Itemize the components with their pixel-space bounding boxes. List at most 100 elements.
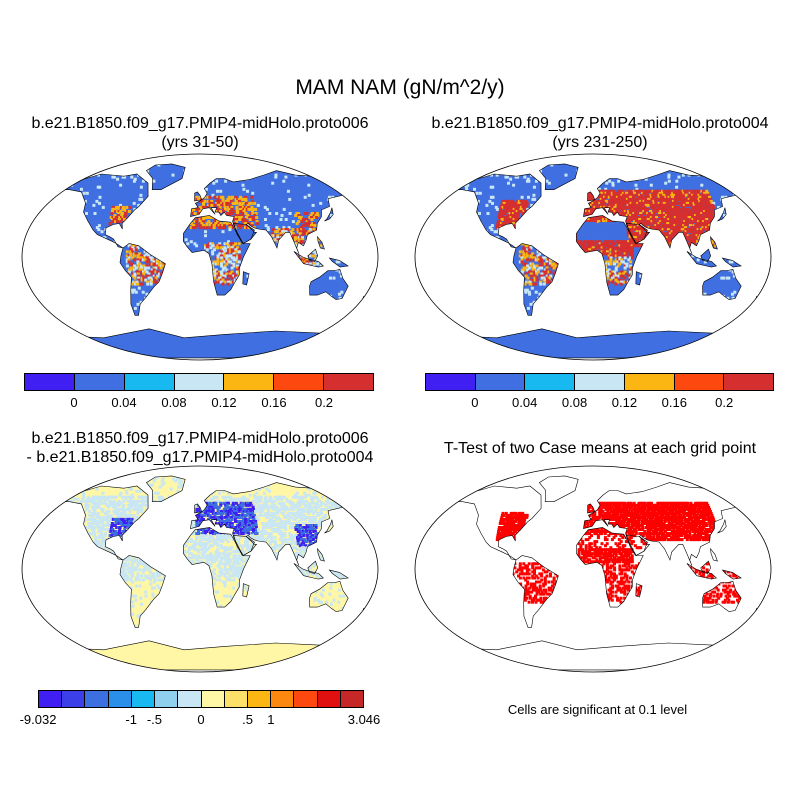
colorbar-difference-swatch: [131, 691, 156, 707]
map-bottom-left-coastline-southAmerica: [119, 555, 166, 628]
colorbar-difference-swatch: [317, 691, 341, 707]
colorbar-top-left-swatch: [174, 374, 225, 390]
map-bottom-left-coastline-eurasia: [190, 482, 356, 566]
map-bottom-right-border: [414, 465, 772, 673]
map-bottom-right-land-philippines: [710, 548, 718, 562]
colorbar-top-left-swatch: [25, 374, 75, 390]
map-bottom-left-border: [21, 465, 379, 673]
colorbar-difference-swatch: [62, 691, 86, 707]
map-bottom-left: [21, 465, 379, 673]
colorbar-top-right-swatch: [575, 374, 625, 390]
colorbar-difference-tick-label: -.5: [146, 712, 163, 727]
map-bottom-left-coastline-australia: [309, 580, 349, 612]
map-top-right-coastline-australia: [702, 268, 742, 300]
map-top-right-land-northAmerica: [449, 174, 542, 248]
map-bottom-left-coastline-arabia_fix: [233, 535, 255, 556]
map-bottom-right-coastline-madagascar: [635, 583, 643, 598]
colorbar-top-left-swatch: [324, 374, 374, 390]
colorbar-top-left-tick-label: 0.16: [261, 395, 287, 410]
map-top-left-land-northAmerica: [56, 174, 149, 248]
colorbar-difference-swatch: [39, 691, 63, 707]
map-top-left-coastline-australia: [309, 268, 349, 300]
map-bottom-right-coastline-philippines: [710, 547, 718, 562]
colorbar-difference-swatch: [155, 691, 179, 707]
map-top-right-coastline-greenland: [538, 163, 579, 190]
map-top-right-coastline-africa: [575, 215, 644, 296]
map-bottom-right-land-northAmerica: [449, 486, 542, 560]
colorbar-difference-tick-label: 1: [267, 712, 275, 727]
map-top-left: [21, 153, 379, 361]
map-top-left-land-greenland: [146, 163, 186, 190]
panel-top-right-title: b.e21.B1850.f09_g17.PMIP4-midHolo.proto0…: [400, 114, 800, 152]
colorbar-top-left-swatch: [274, 374, 325, 390]
colorbar-top-right-swatch: [724, 374, 774, 390]
map-bottom-left-coastline-philippines: [317, 547, 325, 562]
map-top-left-land-eurasia: [190, 170, 355, 254]
colorbar-difference-swatch: [294, 691, 318, 707]
map-bottom-right-coastline-eurasia: [583, 482, 749, 566]
map-top-right-border: [414, 153, 772, 361]
map-top-right-coastline-eurasia: [583, 170, 749, 254]
colorbar-top-right-tick-label: 0.16: [661, 395, 687, 410]
colorbar-top-left-tick-label: 0.2: [314, 395, 334, 410]
colorbar-top-right-swatch: [426, 374, 476, 390]
map-bottom-right: [414, 465, 772, 673]
colorbar-top-right-swatch: [475, 374, 526, 390]
map-top-right-coastline-northAmerica: [449, 173, 542, 249]
colorbar-difference-swatch: [85, 691, 109, 707]
panel-bottom-left-title: b.e21.B1850.f09_g17.PMIP4-midHolo.proto0…: [0, 429, 400, 467]
panel-top-left-title: b.e21.B1850.f09_g17.PMIP4-midHolo.proto0…: [0, 114, 400, 152]
colorbar-top-right-tick-label: 0.08: [561, 395, 588, 410]
panel-top-left-title-line2: (yrs 31-50): [161, 134, 239, 151]
map-bottom-right-coastline-africa: [575, 527, 644, 608]
map-bottom-left-coastline-greenland: [145, 475, 186, 502]
map-top-right-coastline-southAmerica: [512, 243, 559, 316]
map-bottom-left-coastline-newGuinea: [328, 569, 349, 580]
map-bottom-right-coastline-australia: [702, 580, 742, 612]
colorbar-top-right: [425, 373, 774, 391]
colorbar-difference-tick-label: -1: [125, 712, 137, 727]
colorbar-top-right-tick-label: 0.04: [512, 395, 538, 410]
map-top-right-coastline-japan: [717, 207, 727, 222]
colorbar-difference-swatch: [340, 691, 364, 707]
map-top-left-land-australia: [309, 269, 349, 300]
colorbar-difference-swatch: [108, 691, 132, 707]
map-bottom-right-coastline-southAmerica: [512, 555, 559, 628]
colorbar-top-right-tick-label: 0.12: [611, 395, 638, 410]
colorbar-top-right-swatch: [674, 374, 725, 390]
map-top-left-coastline-northAmerica: [56, 173, 149, 249]
map-bottom-left-coastline-japan: [324, 519, 334, 534]
map-top-right-coastline-philippines: [710, 235, 718, 250]
colorbar-top-left-swatch: [224, 374, 275, 390]
main-title: MAM NAM (gN/m^2/y): [295, 76, 505, 99]
colorbar-difference-tick-label: -9.032: [19, 712, 57, 727]
map-top-left-border: [21, 153, 379, 361]
map-bottom-left-coastline-uk: [194, 503, 203, 514]
panel-top-right-title-line1: b.e21.B1850.f09_g17.PMIP4-midHolo.proto0…: [431, 115, 769, 132]
colorbar-difference-swatch: [224, 691, 248, 707]
map-top-left-coastline-japan: [324, 207, 334, 222]
panel-bottom-right-title: T-Test of two Case means at each grid po…: [443, 440, 757, 457]
map-top-right-land-borneo: [700, 249, 711, 262]
map-top-left-coastline-africa: [182, 215, 251, 296]
significance-note: Cells are significant at 0.1 level: [507, 702, 688, 717]
colorbar-difference: [38, 690, 364, 708]
map-top-left-coastline-newGuinea: [328, 257, 349, 268]
colorbar-top-left-tick-label: 0.08: [161, 395, 187, 410]
colorbar-top-left-tick-label: 0.04: [111, 395, 137, 410]
colorbar-difference-tick-label: 3.046: [347, 712, 381, 727]
map-top-left-coastline-southAmerica: [119, 243, 166, 316]
map-top-left-coastline-philippines: [317, 235, 325, 250]
colorbar-top-right-swatch: [525, 374, 576, 390]
map-top-left-coastline-indonesia: [293, 251, 325, 268]
map-bottom-left-coastline-indonesia: [293, 563, 325, 580]
map-top-right-coastline-newGuinea: [721, 257, 742, 268]
map-bottom-right-coastline-northAmerica: [449, 485, 542, 561]
colorbar-difference-tick-label: 0: [197, 712, 205, 727]
map-top-right-coastline-borneo: [700, 248, 712, 262]
colorbar-top-right-tick-label: 0.2: [715, 395, 734, 410]
colorbar-top-left: [24, 373, 374, 391]
colorbar-difference-swatch: [271, 691, 295, 707]
panel-bottom-left-title-line2: - b.e21.B1850.f09_g17.PMIP4-midHolo.prot…: [26, 449, 374, 466]
